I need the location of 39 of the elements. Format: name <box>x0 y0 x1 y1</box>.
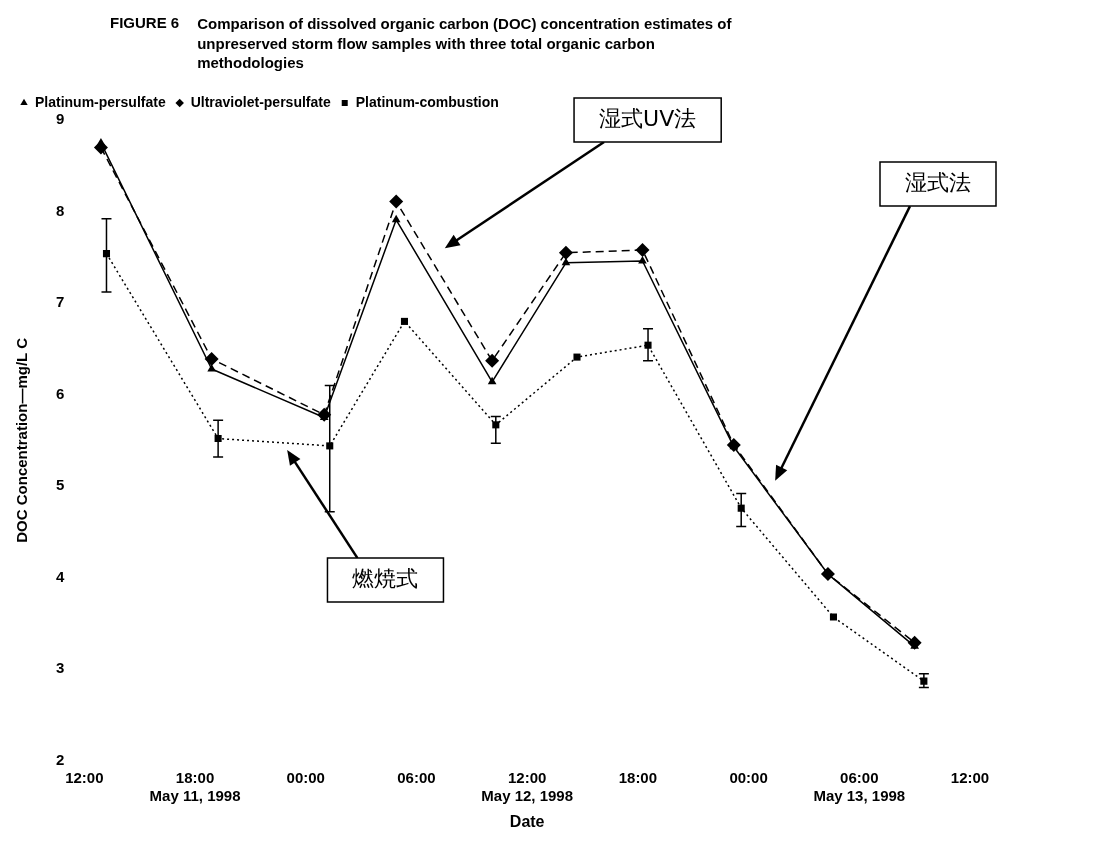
x-tick-label: 00:00 <box>286 768 325 786</box>
y-tick-label: 6 <box>56 384 65 402</box>
chart-title: Comparison of dissolved organic carbon (DOC) concentration estimates of unpreserved storm flow samples with three total organic carbon methodologies <box>197 14 733 73</box>
point <box>207 364 216 372</box>
y-tick-label: 3 <box>56 659 65 677</box>
x-tick-label: 12:00 <box>65 768 104 786</box>
point <box>635 242 650 257</box>
point <box>487 376 497 385</box>
x-tick-label: 06:00 May 13, 1998 <box>813 768 906 804</box>
point <box>389 194 404 209</box>
annotation: 湿式UV法 <box>599 105 697 131</box>
y-tick-label: 2 <box>56 750 65 768</box>
x-tick-label: 00:00 <box>729 768 768 786</box>
y-tick-label: 9 <box>56 110 65 128</box>
legend-label: Platinum-persulfate <box>35 93 166 110</box>
y-tick-label: 4 <box>56 567 65 585</box>
point <box>638 255 647 264</box>
x-axis-title: Date <box>509 812 545 830</box>
x-tick-label: 18:00 May 11, 1998 <box>149 768 241 804</box>
annotation: 湿式法 <box>905 169 971 195</box>
x-tick-label: 12:00 <box>950 768 990 786</box>
legend-label: Platinum-combustion <box>355 93 499 110</box>
y-tick-label: 5 <box>56 476 65 494</box>
caption: FIGURE 6 <box>110 14 180 31</box>
point <box>558 245 573 260</box>
point <box>400 317 409 325</box>
point <box>391 214 401 223</box>
point <box>485 353 500 368</box>
point <box>96 137 106 146</box>
legend-label: Ultraviolet-persulfate <box>190 93 331 110</box>
y-tick-label: 8 <box>56 201 65 219</box>
x-tick-label: 06:00 <box>397 768 436 786</box>
point <box>573 353 581 361</box>
x-tick-label: 18:00 <box>618 768 658 786</box>
x-tick-label: 12:00 May 12, 1998 <box>481 768 574 804</box>
y-axis-title: DOC Concentration—mg/L C <box>13 337 31 543</box>
annotation: 燃焼式 <box>352 565 419 591</box>
point <box>829 613 837 621</box>
y-tick-label: 7 <box>56 293 65 311</box>
